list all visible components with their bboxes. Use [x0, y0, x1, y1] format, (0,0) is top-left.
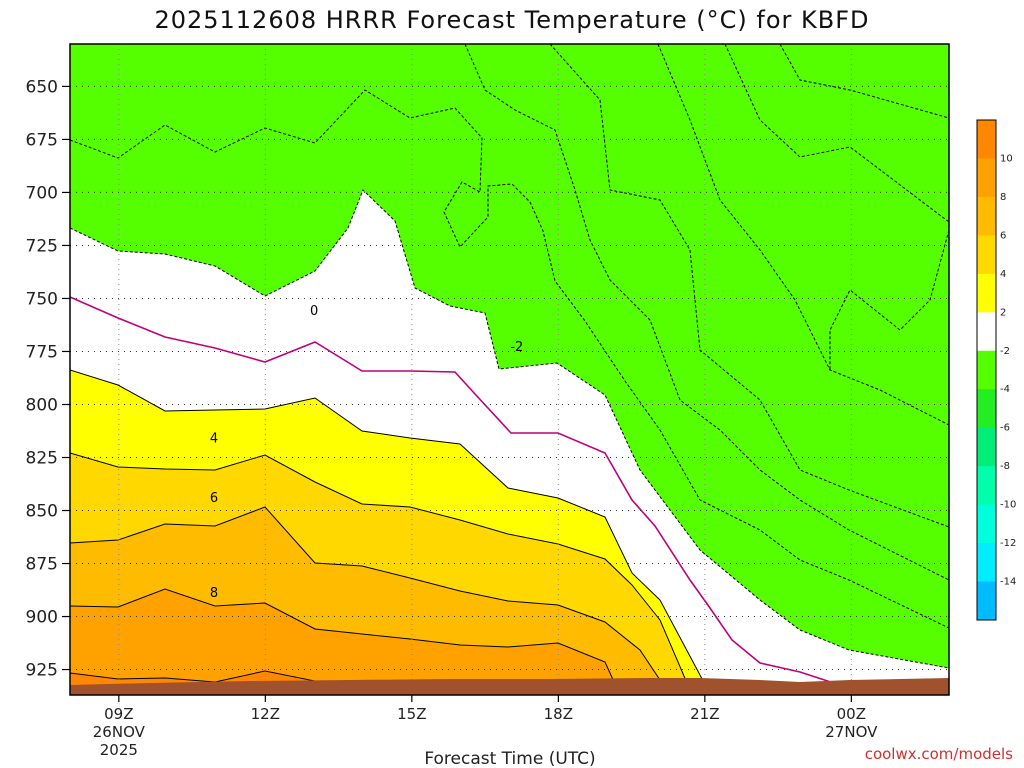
negative-isotherms [70, 44, 949, 669]
y-tick-label: 675 [26, 130, 58, 150]
colorbar-swatch [977, 120, 996, 159]
x-tick-date: 27NOV [825, 723, 878, 741]
ground-terrain [70, 678, 949, 695]
x-tick-year: 2025 [100, 741, 138, 759]
plot-area: 0 -2 4 6 8 [70, 44, 949, 695]
x-tick-label: 09Z [104, 705, 133, 723]
isotherm-neg10-pocket [829, 229, 949, 370]
colorbar-swatch [977, 273, 996, 313]
contour-labels: 0 -2 4 6 8 [210, 304, 523, 601]
colorbar-tick-label: 4 [1000, 269, 1006, 280]
x-tick-label: 18Z [544, 705, 573, 723]
colorbar-swatch [977, 581, 996, 621]
y-tick-label: 850 [26, 502, 58, 522]
colorbar: 10 8 6 4 2 -2 -4 -6 -8 -10 -12 -14 [976, 119, 1016, 621]
y-tick-label: 650 [26, 77, 58, 97]
isotherm-neg2 [70, 189, 949, 669]
isotherm-2 [70, 369, 711, 695]
isotherm-8 [70, 588, 621, 695]
colorbar-swatch [977, 427, 996, 467]
x-axis-label: Forecast Time (UTC) [424, 749, 595, 768]
colorbar-tick-label: -12 [1000, 538, 1016, 549]
colorbar-swatch [977, 466, 996, 506]
isotherm-neg6 [464, 44, 949, 581]
region-neg4-neg2 [70, 44, 949, 668]
colorbar-swatch [977, 158, 996, 198]
colorbar-tick-label: -6 [1000, 423, 1010, 434]
colorbar-swatch [977, 350, 996, 390]
colorbar-swatch [977, 389, 996, 429]
grid-vertical [118, 44, 852, 695]
contour-label: 6 [210, 491, 218, 506]
isotherm-6 [70, 506, 671, 695]
isotherm-neg10 [657, 44, 949, 426]
region-8-10 [70, 589, 620, 695]
colorbar-tick-label: 2 [1000, 307, 1006, 318]
x-tick-label: 15Z [397, 705, 426, 723]
isotherm-neg14 [779, 44, 949, 119]
isotherm-neg4 [70, 89, 949, 629]
plot-frame [69, 43, 950, 696]
colorbar-frame [976, 119, 997, 621]
colorbar-tick-label: 8 [1000, 192, 1006, 203]
contour-label: 0 [310, 304, 318, 319]
colorbar-tick-label: -8 [1000, 461, 1010, 472]
y-tick-label: 775 [26, 342, 58, 362]
isotherm-neg8 [549, 44, 949, 528]
y-axis: 650 675 700 725 750 775 800 825 850 875 900 925 [26, 77, 70, 681]
colorbar-swatch [977, 312, 996, 352]
grid-horizontal [70, 85, 949, 671]
contour-label: 4 [210, 431, 218, 446]
isotherm-neg12 [724, 44, 949, 223]
colorbar-tick-label: 10 [1000, 153, 1013, 164]
colorbar-tick-label: -2 [1000, 346, 1010, 357]
chart-title: 2025112608 HRRR Forecast Temperature (°C… [154, 6, 869, 34]
y-tick-label: 725 [26, 236, 58, 256]
y-tick-label: 875 [26, 555, 58, 575]
contour-label: -2 [510, 340, 523, 355]
colorbar-swatch [977, 504, 996, 544]
isotherm-4 [70, 452, 691, 691]
colorbar-swatch [977, 235, 996, 275]
colorbar-swatch [977, 543, 996, 583]
watermark: coolwx.com/models [865, 745, 1013, 763]
x-tick-label: 21Z [690, 705, 719, 723]
colorbar-tick-label: -14 [1000, 577, 1016, 588]
colorbar-tick-label: -4 [1000, 384, 1010, 395]
colorbar-tick-label: -10 [1000, 500, 1016, 511]
isotherm-0 [70, 296, 850, 689]
x-tick-date: 26NOV [93, 723, 146, 741]
y-tick-label: 800 [26, 395, 58, 415]
y-tick-label: 925 [26, 661, 58, 681]
y-tick-label: 750 [26, 289, 58, 309]
y-tick-label: 900 [26, 608, 58, 628]
colorbar-tick-label: 6 [1000, 230, 1006, 241]
y-tick-label: 700 [26, 183, 58, 203]
y-tick-label: 825 [26, 449, 58, 469]
contour-label: 8 [210, 586, 218, 601]
x-tick-label: 00Z [837, 705, 866, 723]
colorbar-swatch [977, 196, 996, 236]
x-tick-label: 12Z [251, 705, 280, 723]
